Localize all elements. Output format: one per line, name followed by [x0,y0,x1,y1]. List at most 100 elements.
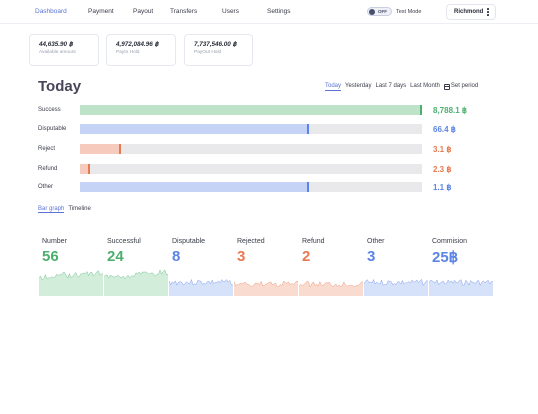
progress-marker [88,164,91,174]
tab-last-month[interactable]: Last Month [410,83,440,89]
sparkline [299,280,363,296]
summary-value: 25฿ [432,249,459,266]
progress-track [80,105,422,115]
nav-payment[interactable]: Payment [88,8,114,15]
summary-value: 56 [42,248,59,265]
view-tabs: Bar graph Timeline [38,206,91,213]
nav-users[interactable]: Users [222,8,239,15]
summary-value: 3 [237,248,246,265]
summary-title: Disputable [172,238,206,245]
tab-yesterday[interactable]: Yesterday [345,83,372,89]
summary-card: Rejected 3 [234,236,298,298]
sparkline-area [169,279,233,296]
tab-today[interactable]: Today [325,83,342,91]
sparkline-line [234,280,298,288]
progress-marker [307,182,310,192]
summary-card: Disputable 8 [169,236,233,298]
tab-timeline[interactable]: Timeline [68,206,91,212]
row-value: 3.1 ฿ [433,145,452,154]
stat-amount: 4,972,084.96 ฿ [116,41,159,48]
sparkline [39,270,103,296]
test-mode-toggle[interactable]: OFF [367,7,392,16]
summary-title: Number [42,238,67,245]
sparkline-line [104,269,168,280]
progress-marker [420,105,422,115]
summary-value: 8 [172,248,181,265]
stat-amount: 7,737,546.00 ฿ [194,41,237,48]
progress-fill [80,105,422,115]
top-navigation: Dashboard Payment Payout Transfers Users… [0,0,538,24]
sparkline [169,278,233,296]
progress-track [80,144,422,154]
progress-track [80,124,422,134]
sparkline-line [299,280,363,288]
stat-label: PayOut Hold [194,50,222,55]
progress-track [80,164,422,174]
sparkline-line [429,279,493,286]
sparkline-area [234,281,298,296]
progress-track [80,182,422,192]
progress-fill [80,182,310,192]
nav-payout[interactable]: Payout [133,8,154,15]
sparkline-line [39,270,103,281]
nav-dashboard[interactable]: Dashboard [35,8,67,15]
page-title: Today [38,78,82,95]
summary-card: Other 3 [364,236,428,298]
progress-fill [80,124,310,134]
stat-card-payout-hold: 7,737,546.00 ฿ PayOut Hold [184,34,253,66]
user-menu[interactable]: Richmond [446,4,496,20]
sparkline-area [104,269,168,296]
sparkline-line [364,278,428,286]
sparkline [104,269,168,296]
summary-card: Commision 25฿ [429,236,493,298]
summary-title: Rejected [237,238,265,245]
row-label: Success [38,107,61,113]
summary-title: Commision [432,238,468,245]
row-value: 66.4 ฿ [433,125,456,134]
calendar-icon [443,83,450,90]
stat-card-payin-hold: 4,972,084.96 ฿ PayIn Hold [106,34,176,66]
progress-marker [119,144,122,154]
test-mode-control: OFF Test Mode [367,7,421,16]
sparkline [364,278,428,296]
progress-fill [80,144,122,154]
toggle-knob [369,9,375,15]
stat-label: PayIn Hold [116,50,140,55]
nav-settings[interactable]: Settings [267,8,291,15]
sparkline-area [364,279,428,296]
sparkline-area [299,281,363,296]
nav-transfers[interactable]: Transfers [170,8,198,15]
sparkline-line [169,278,233,286]
set-period-button[interactable]: Set period [443,83,479,91]
set-period-label: Set period [450,83,479,89]
sparkline-area [429,279,493,296]
summary-value: 3 [367,248,376,265]
tab-last-7-days[interactable]: Last 7 days [375,83,407,89]
summary-title: Refund [302,238,325,245]
row-value: 1.1 ฿ [433,183,452,192]
more-vertical-icon[interactable] [487,8,489,17]
stat-card-available: 44,635.90 ฿ Available amount [29,34,99,66]
summary-card: Successful 24 [104,236,168,298]
row-label: Reject [38,146,56,152]
sparkline-area [39,270,103,296]
period-tabs: Today Yesterday Last 7 days Last Month S… [325,83,478,91]
row-label: Other [38,184,54,190]
summary-title: Successful [107,238,141,245]
summary-card: Refund 2 [299,236,363,298]
stat-amount: 44,635.90 ฿ [39,41,73,48]
sparkline [429,279,493,296]
row-value: 2.3 ฿ [433,165,452,174]
row-value: 8,788.1 ฿ [433,106,468,115]
sparkline [234,280,298,296]
summary-card: Number 56 [39,236,103,298]
progress-marker [307,124,310,134]
row-label: Disputable [38,126,67,132]
test-mode-label: Test Mode [396,8,422,15]
user-name: Richmond [454,9,484,15]
tab-bar-graph[interactable]: Bar graph [38,206,65,213]
row-label: Refund [38,166,58,172]
summary-value: 24 [107,248,124,265]
summary-value: 2 [302,248,311,265]
